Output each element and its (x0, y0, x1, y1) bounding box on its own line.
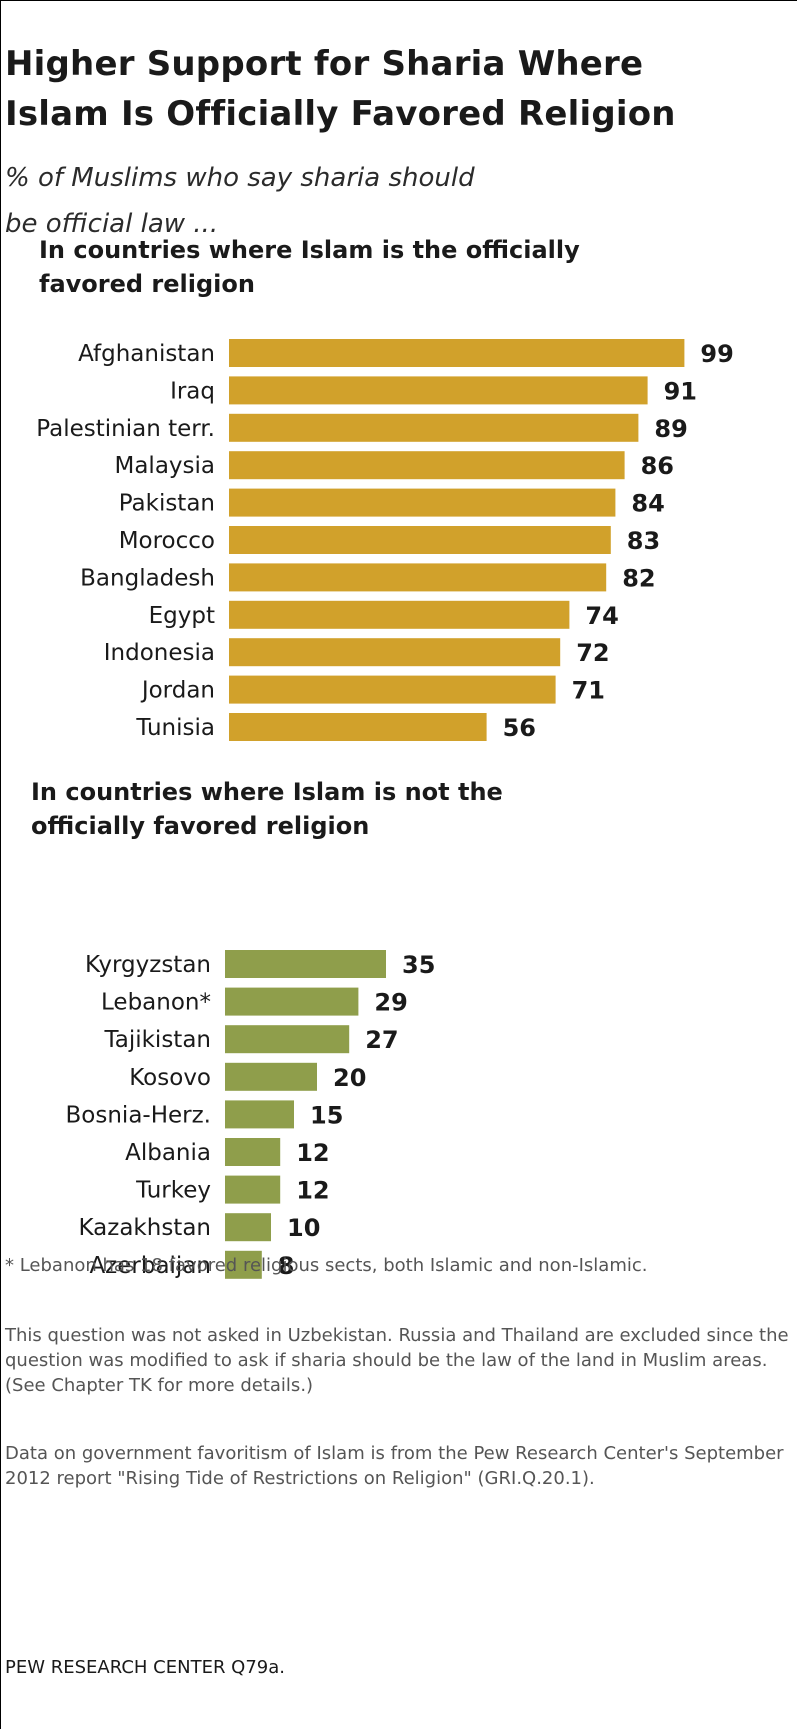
value-label: 74 (585, 602, 618, 630)
bar-favored (229, 488, 616, 517)
category-label: Morocco (119, 528, 215, 554)
bar-not-favored (225, 950, 386, 978)
value-label: 86 (641, 452, 674, 480)
chart-subtitle: % of Muslims who say sharia should be of… (5, 155, 605, 247)
category-label: Bangladesh (80, 565, 215, 591)
category-label: Kosovo (129, 1065, 211, 1091)
bar-favored (229, 451, 625, 480)
category-label: Iraq (170, 378, 215, 404)
value-label: 91 (664, 377, 697, 405)
section-heading-favored-line-1: In countries where Islam is the official… (39, 236, 580, 264)
category-label: Indonesia (104, 640, 215, 666)
value-label: 83 (627, 527, 660, 555)
chart-subtitle-line-2: be official law ... (5, 209, 219, 239)
bar-favored (229, 339, 685, 367)
value-label: 12 (296, 1139, 329, 1167)
value-label: 10 (287, 1214, 320, 1242)
bar-not-favored (225, 1062, 317, 1091)
bar-not-favored (225, 1025, 350, 1054)
bar-favored (229, 600, 570, 629)
value-label: 99 (700, 340, 733, 368)
value-label: 56 (503, 714, 536, 742)
value-label: 89 (654, 415, 687, 443)
value-label: 15 (310, 1101, 343, 1129)
value-label: 71 (572, 677, 605, 705)
bar-not-favored (225, 1100, 294, 1129)
value-label: 8 (278, 1252, 295, 1280)
category-label: Afghanistan (78, 341, 215, 367)
chart-title: Higher Support for Sharia Where Islam Is… (5, 39, 785, 139)
bar-favored (229, 638, 561, 667)
value-label: 82 (622, 564, 655, 592)
bar-not-favored (225, 1213, 271, 1242)
category-label: Bosnia-Herz. (66, 1102, 211, 1128)
bar-not-favored (225, 1175, 281, 1204)
bar-favored (229, 526, 611, 554)
value-label: 35 (402, 951, 435, 979)
section-heading-favored: In countries where Islam is the official… (39, 233, 719, 301)
source-credit: PEW RESEARCH CENTER Q79a. (5, 1657, 286, 1678)
category-label: Pakistan (119, 491, 215, 517)
category-label: Albania (125, 1140, 211, 1166)
footnote-lebanon: * Lebanon has 18 favored religious sects… (5, 1255, 648, 1276)
bar-not-favored (225, 1138, 281, 1166)
category-label: Jordan (140, 678, 215, 704)
section-heading-not-favored-line-2: officially favored religion (31, 812, 370, 840)
value-label: 72 (576, 639, 609, 667)
bar-not-favored (225, 987, 359, 1016)
bar-favored (229, 713, 487, 741)
category-label: Tajikistan (104, 1027, 212, 1053)
category-label: Kazakhstan (78, 1215, 211, 1241)
value-label: 12 (296, 1177, 329, 1205)
category-label: Palestinian terr. (36, 416, 215, 442)
bar-favored (229, 376, 648, 405)
category-label: Malaysia (114, 453, 215, 479)
bar-favored (229, 675, 556, 704)
value-label: 20 (333, 1064, 366, 1092)
bar-favored (229, 413, 639, 442)
category-label: Turkey (135, 1178, 211, 1204)
section-heading-favored-line-2: favored religion (39, 270, 255, 298)
bar-not-favored (225, 1250, 262, 1279)
chart-subtitle-line-1: % of Muslims who say sharia should (5, 163, 475, 193)
category-label: Egypt (149, 603, 215, 629)
category-label: Lebanon* (101, 990, 211, 1016)
category-label: Tunisia (135, 715, 215, 741)
chart-title-line-1: Higher Support for Sharia Where (5, 44, 644, 84)
footnote-uzbekistan: This question was not asked in Uzbekista… (5, 1325, 789, 1396)
value-label: 29 (374, 989, 407, 1017)
section-heading-not-favored: In countries where Islam is not the offi… (31, 775, 711, 843)
footnote-data-source: Data on government favoritism of Islam i… (5, 1443, 784, 1489)
chart-title-line-2: Islam Is Officially Favored Religion (5, 94, 676, 134)
value-label: 27 (365, 1026, 398, 1054)
category-label: Kyrgyzstan (85, 952, 211, 978)
value-label: 84 (631, 490, 664, 518)
section-heading-not-favored-line-1: In countries where Islam is not the (31, 778, 503, 806)
bar-favored (229, 563, 607, 592)
category-label: Azerbaijan (89, 1253, 211, 1279)
